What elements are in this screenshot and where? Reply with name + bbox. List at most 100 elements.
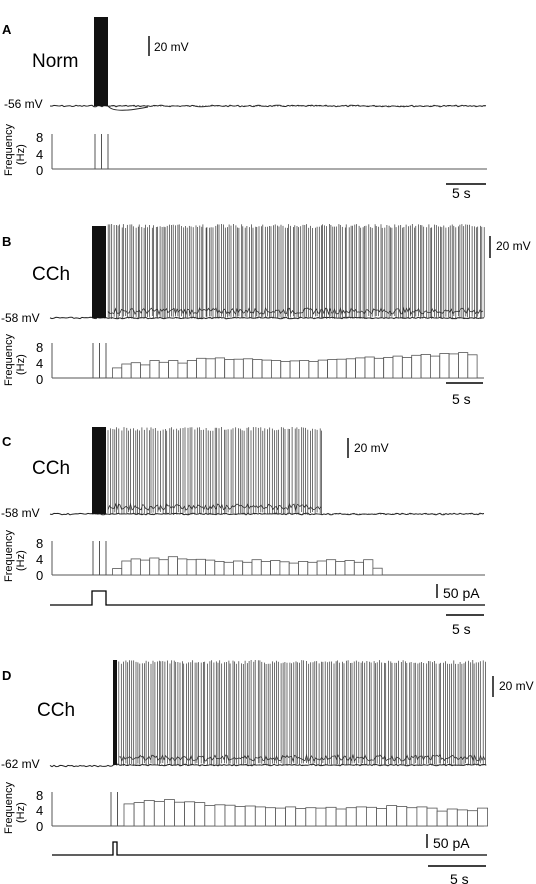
panel-b-frequency-bar xyxy=(289,360,300,379)
panel-d-spike-burst xyxy=(113,660,117,765)
panel-c-time-scale-label: 5 s xyxy=(452,621,471,637)
panel-d-frequency-bar xyxy=(477,807,489,827)
scale-layer: A Norm -56 mV 20 mV Frequency (Hz) 8 4 0… xyxy=(1,22,534,884)
trace-layer xyxy=(49,17,487,856)
panel-b-frequency-bar xyxy=(224,359,235,379)
panel-c-frequency-bar xyxy=(205,559,216,576)
panel-c-frequency-bar xyxy=(167,556,179,576)
panel-a-voltage-scale-label: 20 mV xyxy=(154,40,189,54)
panel-d-current-step-trace xyxy=(52,841,487,856)
panel-b-frequency-bar xyxy=(205,358,216,379)
panel-b-frequency-bar xyxy=(345,358,356,379)
panel-c-frequency-bar xyxy=(325,559,337,576)
panel-b-frequency-bar xyxy=(242,358,254,379)
panel-a-ytick-4: 4 xyxy=(36,147,43,162)
panel-d-frequency-bar xyxy=(224,804,236,827)
panel-d-frequency-bar xyxy=(153,801,165,827)
panel-c-condition: CCh xyxy=(32,458,70,479)
panel-d-frequency-bar xyxy=(386,805,398,827)
panel-d-baseline: -62 mV xyxy=(1,757,40,771)
panel-b-ylabel-1: Frequency xyxy=(3,334,15,386)
panel-c-frequency-bar xyxy=(344,560,355,576)
panel-c-frequency-bar xyxy=(232,560,244,576)
panel-d-letter: D xyxy=(2,668,11,683)
panel-c-frequency-bar xyxy=(214,561,225,576)
panel-a-condition: Norm xyxy=(32,51,78,72)
panel-b-frequency-bar xyxy=(392,355,403,379)
panel-d-ytick-0: 0 xyxy=(36,819,43,834)
panel-c-spike-burst xyxy=(92,427,106,514)
panel-b-frequency-bar xyxy=(467,354,478,379)
panel-d-ytick-4: 4 xyxy=(36,803,43,818)
panel-c-frequency-bar xyxy=(139,559,151,576)
panel-b-frequency-bar xyxy=(280,360,291,379)
panel-b-ytick-4: 4 xyxy=(36,356,43,371)
panel-b-frequency-bar xyxy=(401,356,413,379)
panel-d-frequency-bar xyxy=(194,802,206,827)
panel-d-frequency-bar xyxy=(446,808,458,827)
panel-c-depolarized-envelope xyxy=(107,502,322,512)
panel-c-frequency-bar xyxy=(251,559,262,576)
panel-d-current-scale-label: 50 pA xyxy=(433,835,470,851)
panel-d-frequency-bar xyxy=(305,807,317,827)
panel-b-letter: B xyxy=(2,234,11,249)
panel-b-ylabel-2: (Hz) xyxy=(15,354,27,375)
panel-d-frequency-bar xyxy=(123,803,135,827)
panel-b-frequency-bar xyxy=(327,359,338,379)
panel-c-frequency-bar xyxy=(279,561,290,576)
panel-c-current-scale-label: 50 pA xyxy=(443,585,480,601)
panel-c-frequency-bar xyxy=(288,562,299,576)
panel-b-frequency-bar xyxy=(373,357,384,379)
panel-c-frequency-bar xyxy=(363,559,374,576)
panel-d-frequency-bar xyxy=(174,801,186,827)
panel-d-frequency-bar xyxy=(406,807,418,827)
panel-b-ytick-8: 8 xyxy=(36,340,43,355)
panel-c-ylabel-1: Frequency xyxy=(3,530,15,582)
panel-c-letter: C xyxy=(2,434,12,449)
panel-b-frequency-bar xyxy=(270,360,282,379)
panel-b-frequency-bar xyxy=(299,360,310,379)
panel-d-frequency-bar xyxy=(254,806,266,827)
panel-d-voltage-scale-label: 20 mV xyxy=(499,679,534,693)
panel-c-frequency-bar xyxy=(223,561,234,576)
panel-c-voltage-scale-label: 20 mV xyxy=(354,441,389,455)
panel-b-frequency-bar xyxy=(121,363,132,379)
panel-a-ytick-8: 8 xyxy=(36,130,43,145)
panel-c-current-step-trace xyxy=(50,590,485,606)
panel-d-depolarized-envelope xyxy=(118,753,486,763)
panel-c-frequency-bar xyxy=(158,559,169,576)
panel-c-baseline: -58 mV xyxy=(1,506,40,520)
panel-c-frequency-bar xyxy=(149,557,160,576)
panel-b-frequency-bar xyxy=(168,360,179,379)
panel-a-ylabel-1: Frequency xyxy=(3,124,15,176)
panel-d-frequency-bar xyxy=(264,807,276,827)
panel-b-frequency-bar xyxy=(186,360,198,379)
panel-c-frequency-bar xyxy=(270,560,281,576)
panel-b-frequency-bar xyxy=(420,353,431,379)
panel-b-spike-burst xyxy=(92,226,106,318)
panel-b-frequency-bar xyxy=(252,359,263,379)
panel-d-frequency-bar xyxy=(184,801,196,827)
panel-c-ytick-8: 8 xyxy=(36,536,43,551)
panel-c-frequency-bar xyxy=(177,558,188,576)
panel-c-frequency-bar xyxy=(121,560,132,576)
panel-d-frequency-bar xyxy=(376,808,388,827)
panel-c-frequency-bar xyxy=(335,561,346,576)
panel-c-frequency-bar xyxy=(372,567,383,576)
panel-d-frequency-bar xyxy=(426,807,438,827)
panel-d-frequency-bar xyxy=(234,806,246,827)
panel-d-time-scale-label: 5 s xyxy=(450,871,469,884)
panel-c-frequency-bar xyxy=(298,561,309,576)
panel-b-frequency-bar xyxy=(355,357,366,379)
panel-a-spike-burst xyxy=(94,17,108,106)
panel-d-frequency-bar xyxy=(133,802,145,827)
panel-c-frequency-bar xyxy=(112,568,123,576)
panel-d-frequency-bar xyxy=(355,806,367,827)
panel-b-frequency-bar xyxy=(149,360,160,379)
panel-d-frequency-bar xyxy=(214,804,226,827)
panel-a-letter: A xyxy=(2,22,12,37)
panel-d-ylabel-2: (Hz) xyxy=(15,802,27,823)
panel-c-ytick-0: 0 xyxy=(36,568,43,583)
panel-d-frequency-bar xyxy=(143,800,155,827)
